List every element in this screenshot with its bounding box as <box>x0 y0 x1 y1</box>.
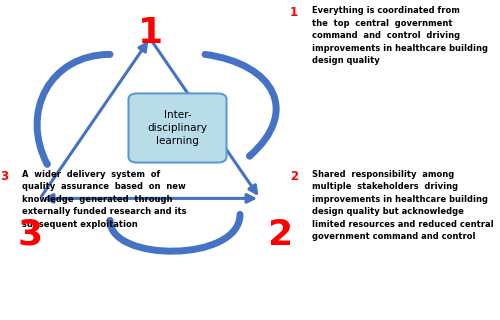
Text: Everything is coordinated from
the  top  central  government
command  and  contr: Everything is coordinated from the top c… <box>312 6 488 65</box>
Text: 3: 3 <box>0 170 8 183</box>
FancyBboxPatch shape <box>128 93 226 163</box>
Text: 2: 2 <box>268 218 292 252</box>
Text: 1: 1 <box>290 6 298 20</box>
FancyArrowPatch shape <box>205 54 276 156</box>
Text: 1: 1 <box>138 16 162 50</box>
FancyArrowPatch shape <box>110 214 240 251</box>
Text: 2: 2 <box>290 170 298 183</box>
Text: 3: 3 <box>18 218 42 252</box>
Text: Shared  responsibility  among
multiple  stakeholders  driving
improvements in he: Shared responsibility among multiple sta… <box>312 170 494 241</box>
FancyArrowPatch shape <box>37 54 110 164</box>
Text: A  wider  delivery  system  of
quality  assurance  based  on  new
knowledge  gen: A wider delivery system of quality assur… <box>22 170 187 228</box>
Text: Inter-
disciplinary
learning: Inter- disciplinary learning <box>148 110 208 146</box>
